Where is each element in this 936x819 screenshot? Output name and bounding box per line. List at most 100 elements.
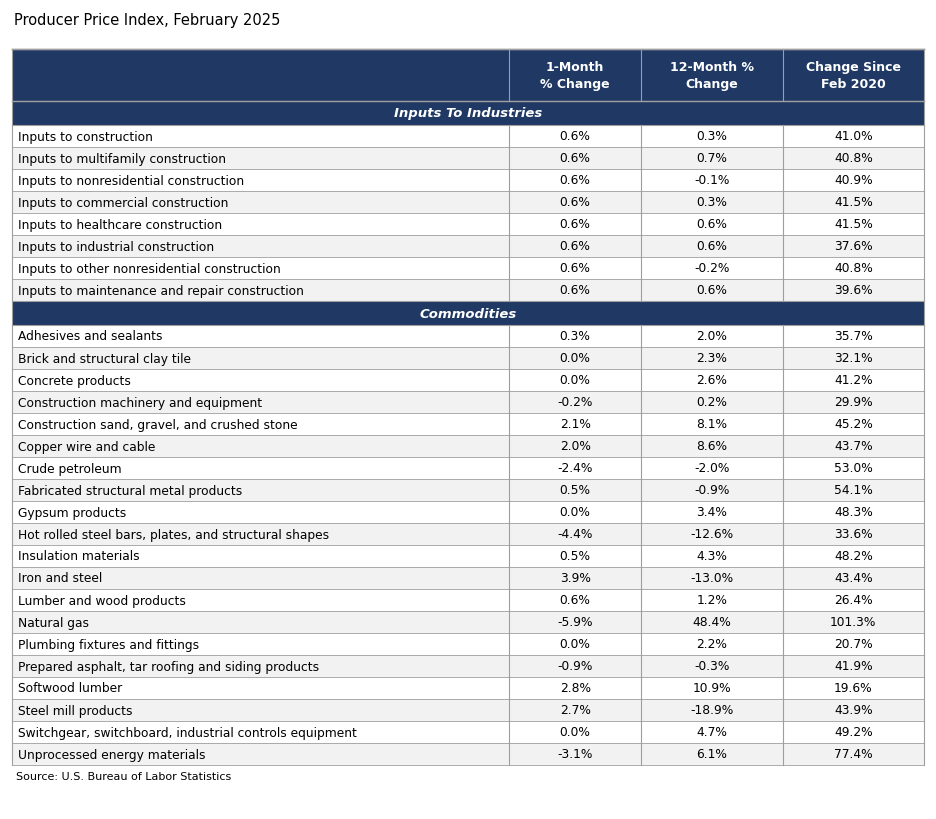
Text: 0.6%: 0.6%: [560, 152, 591, 165]
Text: 4.3%: 4.3%: [696, 550, 727, 563]
Text: 0.0%: 0.0%: [560, 726, 591, 739]
Bar: [782, 126, 924, 147]
Bar: [641, 743, 782, 765]
Text: 0.0%: 0.0%: [560, 374, 591, 387]
Text: 3.9%: 3.9%: [560, 572, 591, 585]
Text: 45.2%: 45.2%: [834, 418, 872, 431]
Bar: [509, 236, 641, 258]
Text: -5.9%: -5.9%: [558, 616, 592, 629]
Text: 2.8%: 2.8%: [560, 681, 591, 695]
Bar: [12, 611, 509, 633]
Text: 2.0%: 2.0%: [560, 440, 591, 453]
Bar: [509, 523, 641, 545]
Bar: [641, 214, 782, 236]
Bar: [782, 545, 924, 568]
Text: 0.3%: 0.3%: [560, 330, 591, 343]
Text: 101.3%: 101.3%: [830, 616, 876, 629]
Bar: [509, 147, 641, 170]
Bar: [782, 391, 924, 414]
Bar: [782, 479, 924, 501]
Bar: [12, 279, 509, 301]
Text: 19.6%: 19.6%: [834, 681, 872, 695]
Bar: [12, 126, 509, 147]
Bar: [782, 236, 924, 258]
Bar: [641, 436, 782, 458]
Text: 1.2%: 1.2%: [696, 594, 727, 607]
Text: 2.6%: 2.6%: [696, 374, 727, 387]
Bar: [12, 170, 509, 192]
Bar: [12, 655, 509, 677]
Bar: [509, 414, 641, 436]
Bar: [782, 611, 924, 633]
Bar: [782, 214, 924, 236]
Text: Crude petroleum: Crude petroleum: [18, 462, 122, 475]
Text: Commodities: Commodities: [419, 307, 517, 320]
Text: Inputs to commercial construction: Inputs to commercial construction: [18, 197, 228, 209]
Text: 41.9%: 41.9%: [834, 659, 872, 672]
Text: Construction sand, gravel, and crushed stone: Construction sand, gravel, and crushed s…: [18, 418, 298, 431]
Text: 0.6%: 0.6%: [560, 594, 591, 607]
Bar: [782, 721, 924, 743]
Bar: [641, 458, 782, 479]
Text: 0.0%: 0.0%: [560, 638, 591, 651]
Text: Gypsum products: Gypsum products: [18, 506, 126, 519]
Bar: [509, 655, 641, 677]
Text: 39.6%: 39.6%: [834, 284, 872, 297]
Bar: [782, 743, 924, 765]
Bar: [641, 279, 782, 301]
Bar: [641, 126, 782, 147]
Bar: [509, 326, 641, 347]
Bar: [12, 102, 924, 126]
Bar: [782, 369, 924, 391]
Text: 0.6%: 0.6%: [560, 262, 591, 275]
Bar: [782, 568, 924, 590]
Bar: [509, 192, 641, 214]
Text: Concrete products: Concrete products: [18, 374, 131, 387]
Text: 53.0%: 53.0%: [834, 462, 872, 475]
Text: 0.7%: 0.7%: [696, 152, 727, 165]
Bar: [782, 436, 924, 458]
Bar: [782, 279, 924, 301]
Bar: [12, 523, 509, 545]
Text: 43.4%: 43.4%: [834, 572, 872, 585]
Text: 40.9%: 40.9%: [834, 174, 872, 188]
Bar: [12, 391, 509, 414]
Text: 2.2%: 2.2%: [696, 638, 727, 651]
Text: Inputs To Industries: Inputs To Industries: [394, 107, 542, 120]
Text: 48.4%: 48.4%: [693, 616, 731, 629]
Text: 0.2%: 0.2%: [696, 396, 727, 409]
Text: 0.0%: 0.0%: [560, 506, 591, 519]
Bar: [641, 147, 782, 170]
Bar: [782, 699, 924, 721]
Bar: [12, 501, 509, 523]
Text: 2.0%: 2.0%: [696, 330, 727, 343]
Text: Inputs to industrial construction: Inputs to industrial construction: [18, 240, 214, 253]
Bar: [641, 501, 782, 523]
Text: 0.6%: 0.6%: [560, 240, 591, 253]
Text: 29.9%: 29.9%: [834, 396, 872, 409]
Bar: [509, 699, 641, 721]
Bar: [12, 633, 509, 655]
Text: 8.1%: 8.1%: [696, 418, 727, 431]
Text: 26.4%: 26.4%: [834, 594, 872, 607]
Text: 1-Month
% Change: 1-Month % Change: [540, 61, 610, 91]
Text: 41.2%: 41.2%: [834, 374, 872, 387]
Bar: [782, 633, 924, 655]
Bar: [12, 236, 509, 258]
Text: -0.9%: -0.9%: [558, 659, 592, 672]
Text: -0.2%: -0.2%: [695, 262, 730, 275]
Text: 0.0%: 0.0%: [560, 352, 591, 365]
Bar: [509, 279, 641, 301]
Text: 3.4%: 3.4%: [696, 506, 727, 519]
Text: 37.6%: 37.6%: [834, 240, 872, 253]
Bar: [782, 258, 924, 279]
Text: 2.3%: 2.3%: [696, 352, 727, 365]
Bar: [12, 743, 509, 765]
Text: 2.1%: 2.1%: [560, 418, 591, 431]
Text: 0.5%: 0.5%: [560, 484, 591, 497]
Text: -0.3%: -0.3%: [695, 659, 730, 672]
Text: -0.1%: -0.1%: [695, 174, 730, 188]
Text: 40.8%: 40.8%: [834, 262, 872, 275]
Text: Adhesives and sealants: Adhesives and sealants: [18, 330, 163, 343]
Bar: [12, 677, 509, 699]
